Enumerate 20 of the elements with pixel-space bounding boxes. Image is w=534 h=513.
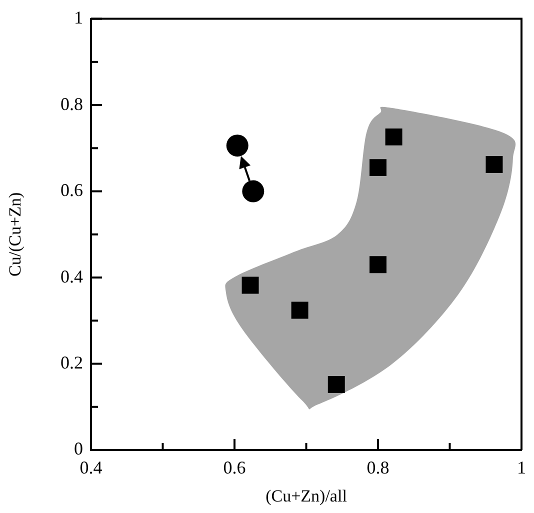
y-tick-label: 1 — [74, 8, 83, 28]
point — [226, 134, 248, 157]
y-tick-label: 0.4 — [60, 266, 83, 286]
y-tick-label: 0.8 — [60, 94, 83, 114]
x-tick-label: 1 — [517, 458, 526, 478]
y-tick-label: 0 — [74, 438, 83, 459]
point — [242, 180, 264, 202]
x-tick-label: 0.8 — [366, 458, 390, 478]
point — [328, 376, 345, 393]
point — [486, 156, 503, 174]
point — [370, 159, 386, 176]
x-axis-title: (Cu+Zn)/all — [266, 486, 348, 506]
x-tick-label: 0.6 — [223, 458, 246, 478]
y-tick-label: 0.6 — [60, 180, 83, 200]
y-tick-label: 0.2 — [60, 352, 83, 372]
point — [385, 128, 402, 146]
point — [242, 276, 259, 294]
point — [291, 302, 308, 319]
point — [370, 256, 386, 274]
y-axis-title: Cu/(Cu+Zn) — [6, 192, 25, 276]
